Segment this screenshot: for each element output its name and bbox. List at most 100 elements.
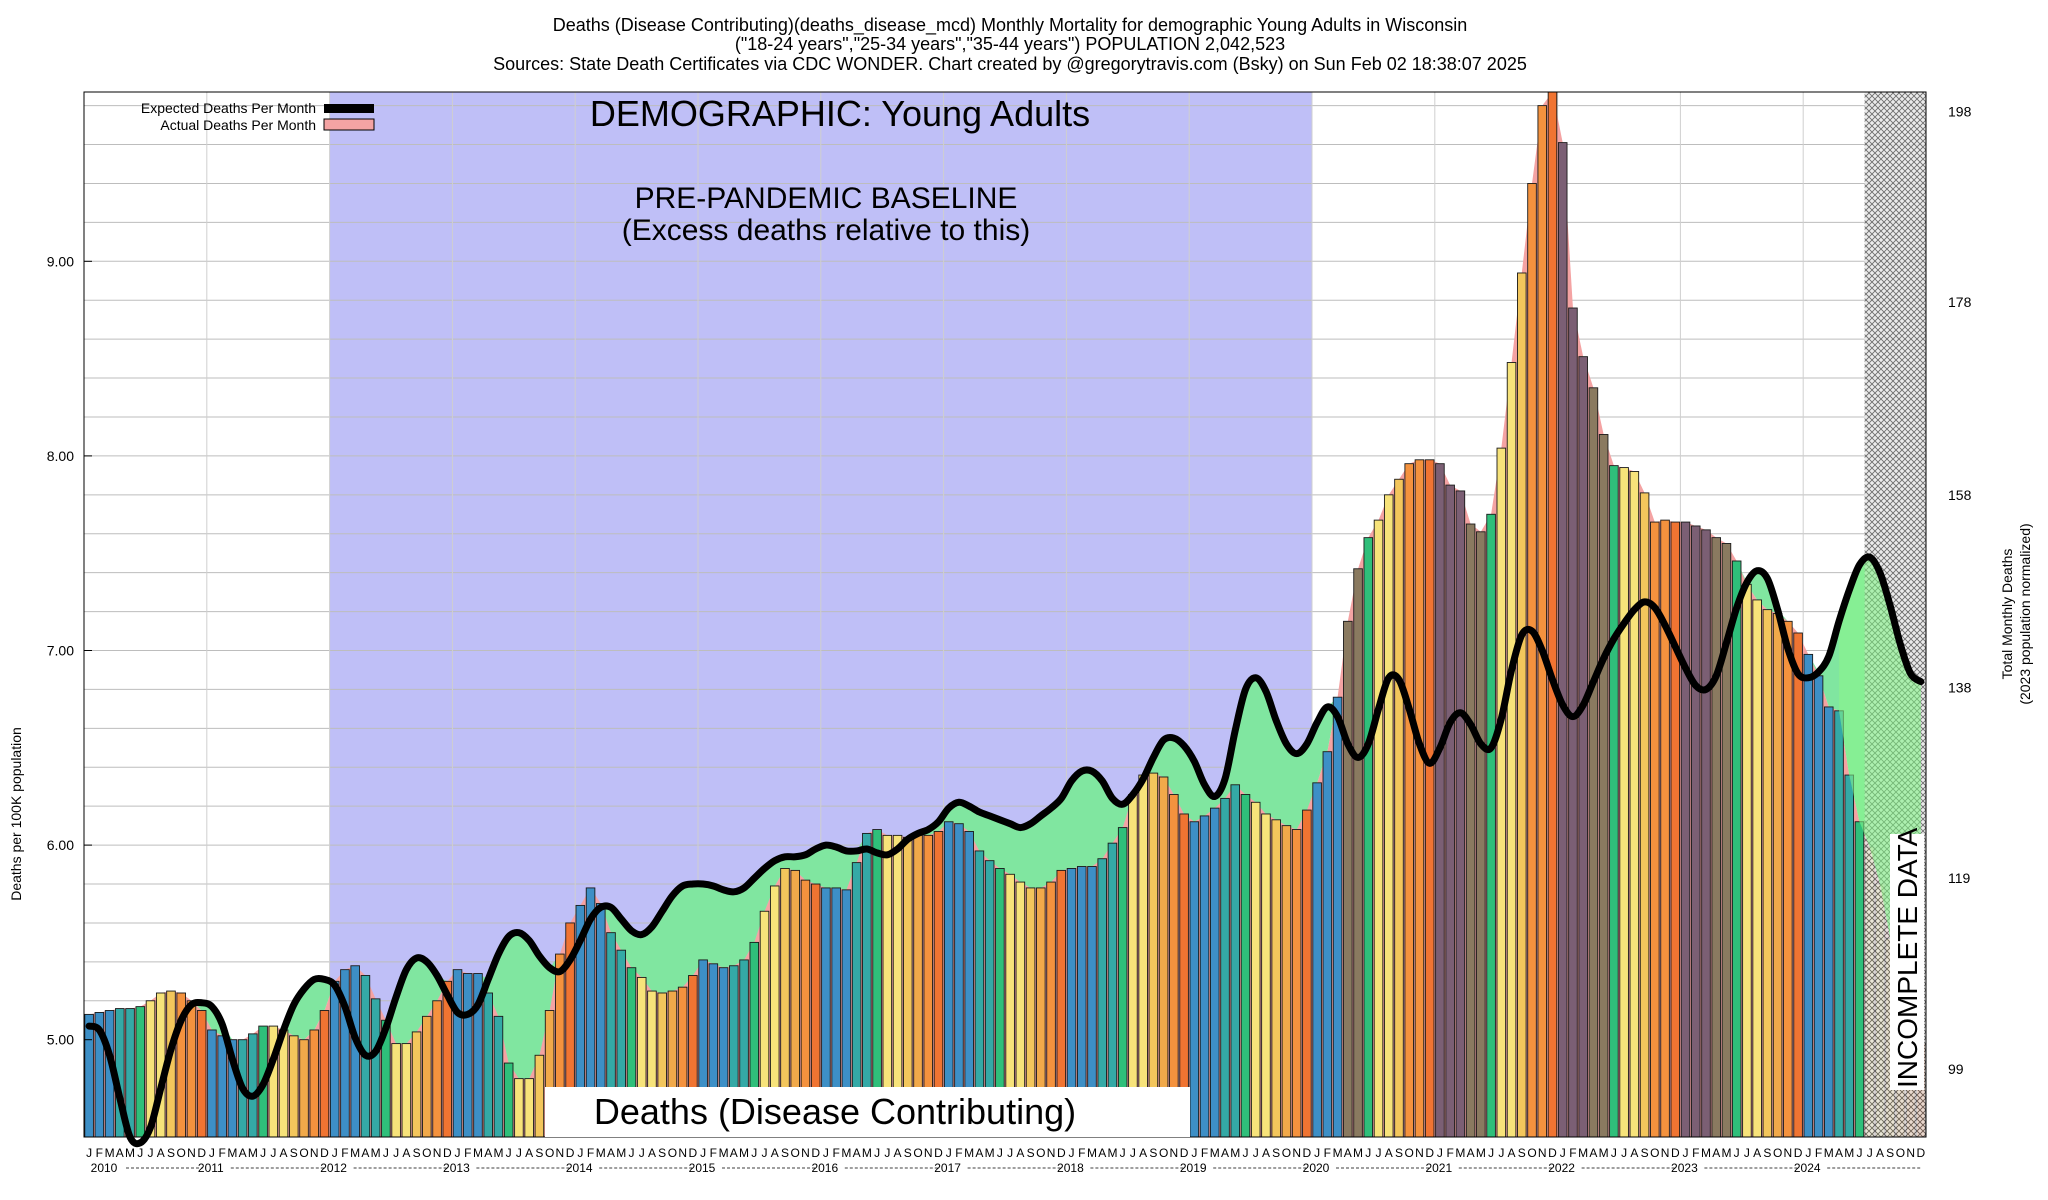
x-month-label: A <box>116 1146 124 1160</box>
x-month-label: J <box>506 1146 512 1160</box>
x-month-label: M <box>596 1146 606 1160</box>
x-month-label: D <box>1671 1146 1680 1160</box>
x-month-label: A <box>525 1146 533 1160</box>
x-month-label: N <box>1415 1146 1424 1160</box>
x-month-label: M <box>473 1146 483 1160</box>
bar-2024-1 <box>1803 653 1814 1138</box>
bar-2022-7 <box>1619 467 1629 1138</box>
x-month-label: J <box>1498 1146 1504 1160</box>
x-month-label: A <box>1221 1146 1229 1160</box>
below-expected-fill <box>191 557 1921 1079</box>
bar-2010-11 <box>186 1000 197 1138</box>
x-month-label: O <box>299 1146 308 1160</box>
bar-2019-3 <box>1210 807 1220 1138</box>
x-month-label: M <box>350 1146 360 1160</box>
bar-2020-1 <box>1312 782 1322 1138</box>
x-month-label: S <box>1886 1146 1894 1160</box>
y-axis-left: 5.00 6.00 7.00 8.00 9.00 <box>47 253 92 1048</box>
x-month-label: O <box>1773 1146 1782 1160</box>
bar-2013-7 <box>514 1078 524 1138</box>
x-month-label: A <box>1467 1146 1475 1160</box>
x-month-label: J <box>1744 1146 1750 1160</box>
x-month-label: S <box>1272 1146 1280 1160</box>
x-month-label: S <box>1395 1146 1403 1160</box>
bar-2010-1 <box>84 1013 94 1138</box>
x-month-label: M <box>1333 1146 1343 1160</box>
bar-2011-2 <box>217 1035 227 1138</box>
bar-2020-3 <box>1332 696 1343 1138</box>
bar-2023-3 <box>1701 529 1711 1138</box>
y-axis-right-label-line1: Total Monthly Deaths <box>1999 549 2015 680</box>
bar-2020-4 <box>1343 620 1353 1138</box>
x-month-label: D <box>811 1146 820 1160</box>
bar-2012-8 <box>401 1043 412 1138</box>
bar-2019-5 <box>1230 784 1241 1138</box>
x-month-label: F <box>96 1146 103 1160</box>
x-month-label: A <box>1385 1146 1393 1160</box>
bar-2022-12 <box>1670 521 1681 1138</box>
measure-label-box <box>545 1087 1190 1137</box>
bar-2012-10 <box>422 1015 432 1138</box>
x-month-label: S <box>1027 1146 1035 1160</box>
y-left-tick-label: 9.00 <box>47 253 74 269</box>
x-month-label: M <box>248 1146 258 1160</box>
bar-2021-4 <box>1465 523 1476 1138</box>
x-month-label: N <box>678 1146 687 1160</box>
x-year-label: 2020 <box>1303 1161 1330 1175</box>
x-month-label: A <box>1835 1146 1843 1160</box>
x-month-label: D <box>934 1146 943 1160</box>
x-month-label: J <box>260 1146 266 1160</box>
x-month-label: M <box>1844 1146 1854 1160</box>
x-month-label: O <box>1159 1146 1168 1160</box>
bar-2023-2 <box>1690 525 1701 1138</box>
y-right-tick-label: 158 <box>1948 487 1972 503</box>
bar-2021-5 <box>1476 531 1486 1138</box>
bar-2010-6 <box>135 1006 146 1138</box>
x-month-label: A <box>239 1146 247 1160</box>
x-month-label: D <box>1794 1146 1803 1160</box>
bar-2022-5 <box>1598 434 1609 1138</box>
x-month-label: J <box>762 1146 768 1160</box>
x-month-label: O <box>422 1146 431 1160</box>
plot-area <box>83 91 1927 1148</box>
x-month-label: J <box>1867 1146 1873 1160</box>
bar-2023-10 <box>1772 613 1783 1138</box>
x-month-label: O <box>177 1146 186 1160</box>
x-month-label: S <box>167 1146 175 1160</box>
x-month-label: J <box>700 1146 706 1160</box>
x-month-label: J <box>874 1146 880 1160</box>
x-month-label: O <box>1405 1146 1414 1160</box>
x-month-label: J <box>393 1146 399 1160</box>
bar-2013-8 <box>524 1078 534 1138</box>
x-month-label: O <box>1527 1146 1536 1160</box>
x-year-label: 2019 <box>1180 1161 1207 1175</box>
baseline-label-line2: (Excess deaths relative to this) <box>622 214 1031 247</box>
x-month-label: M <box>1107 1146 1117 1160</box>
bar-2019-1 <box>1189 821 1200 1138</box>
x-month-label: N <box>1170 1146 1179 1160</box>
x-month-label: N <box>1292 1146 1301 1160</box>
bar-2018-9 <box>1148 772 1159 1138</box>
x-month-label: M <box>227 1146 237 1160</box>
bar-2021-3 <box>1455 490 1466 1138</box>
bar-2022-3 <box>1578 356 1588 1138</box>
bar-2020-6 <box>1363 537 1374 1138</box>
x-month-label: M <box>1210 1146 1220 1160</box>
bar-2023-9 <box>1762 609 1773 1138</box>
bar-2023-6 <box>1731 560 1742 1138</box>
chart-title: Deaths (Disease Contributing)(deaths_dis… <box>553 15 1467 36</box>
x-month-label: N <box>433 1146 442 1160</box>
x-month-label: F <box>1446 1146 1453 1160</box>
legend-expected-label: Expected Deaths Per Month <box>141 100 316 116</box>
x-month-label: J <box>1560 1146 1566 1160</box>
x-month-label: S <box>904 1146 912 1160</box>
bar-2024-5 <box>1844 774 1855 1138</box>
bar-2011-10 <box>299 1039 309 1138</box>
x-year-label: 2014 <box>566 1161 593 1175</box>
x-month-label: F <box>341 1146 348 1160</box>
x-month-label: D <box>320 1146 329 1160</box>
bar-2024-6 <box>1854 821 1865 1138</box>
x-month-label: A <box>1508 1146 1516 1160</box>
x-month-label: M <box>985 1146 995 1160</box>
